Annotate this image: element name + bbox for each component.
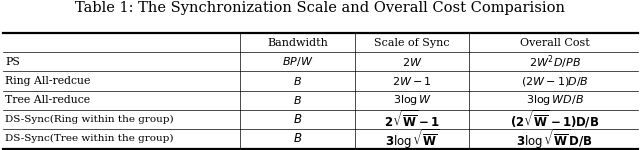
Text: Tree All-reduce: Tree All-reduce <box>5 95 90 105</box>
Text: $\mathbf{3\log\sqrt{\overline{W}}D/B}$: $\mathbf{3\log\sqrt{\overline{W}}D/B}$ <box>516 127 593 150</box>
Text: $2W-1$: $2W-1$ <box>392 75 432 87</box>
Text: $B$: $B$ <box>293 132 302 145</box>
Text: Table 1: The Synchronization Scale and Overall Cost Comparision: Table 1: The Synchronization Scale and O… <box>75 1 565 15</box>
Text: $2W^2D/PB$: $2W^2D/PB$ <box>529 53 580 71</box>
Text: $BP/W$: $BP/W$ <box>282 55 314 68</box>
Text: Bandwidth: Bandwidth <box>267 38 328 48</box>
Text: PS: PS <box>5 57 20 67</box>
Text: Overall Cost: Overall Cost <box>520 38 589 48</box>
Text: $(2W-1)D/B$: $(2W-1)D/B$ <box>521 75 588 88</box>
Text: $2W$: $2W$ <box>402 56 422 68</box>
Text: DS-Sync(Tree within the group): DS-Sync(Tree within the group) <box>5 134 173 143</box>
Text: DS-Sync(Ring within the group): DS-Sync(Ring within the group) <box>5 115 173 124</box>
Text: $3\log W D/B$: $3\log W D/B$ <box>525 93 584 107</box>
Text: $\mathbf{2\sqrt{\overline{W}}-1}$: $\mathbf{2\sqrt{\overline{W}}-1}$ <box>384 109 440 130</box>
Text: $B$: $B$ <box>293 75 302 87</box>
Text: Ring All-redcue: Ring All-redcue <box>5 76 90 86</box>
Text: $3\log W$: $3\log W$ <box>392 93 432 107</box>
Text: $\mathbf{(2\sqrt{\overline{W}}-1)D/B}$: $\mathbf{(2\sqrt{\overline{W}}-1)D/B}$ <box>510 109 599 130</box>
Text: $B$: $B$ <box>293 113 302 126</box>
Text: $\mathbf{3\log\sqrt{\overline{W}}}$: $\mathbf{3\log\sqrt{\overline{W}}}$ <box>385 127 439 150</box>
Text: Scale of Sync: Scale of Sync <box>374 38 450 48</box>
Text: $B$: $B$ <box>293 94 302 106</box>
